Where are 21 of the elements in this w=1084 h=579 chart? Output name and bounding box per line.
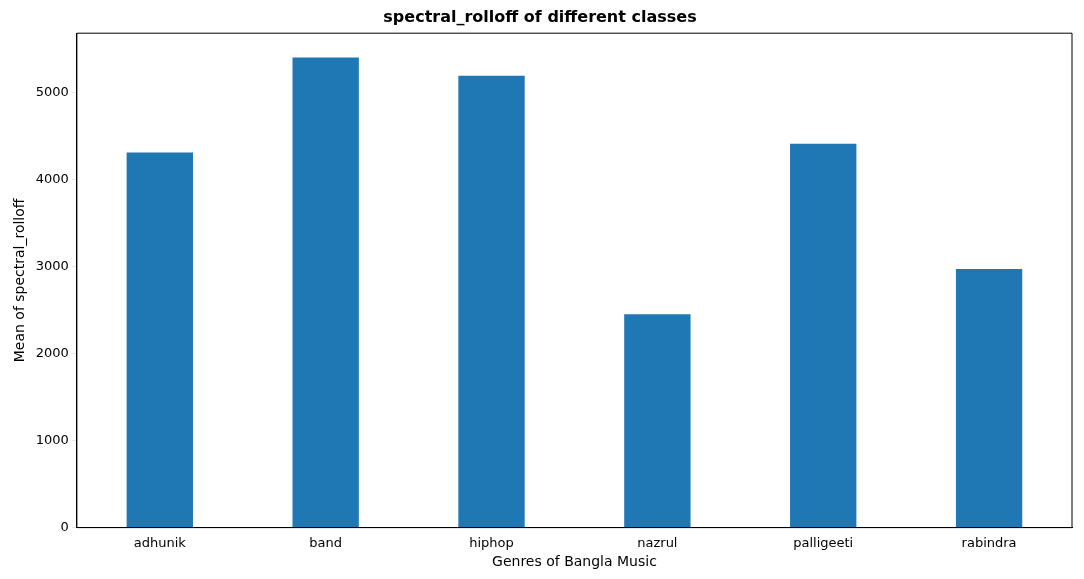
x-tick-label: rabindra bbox=[961, 534, 1017, 550]
chart-title: spectral_rolloff of different classes bbox=[383, 6, 697, 26]
x-tick-label: hiphop bbox=[469, 534, 514, 550]
x-axis-title: Genres of Bangla Music bbox=[492, 553, 657, 570]
y-tick-label: 4000 bbox=[35, 170, 69, 186]
bar bbox=[955, 269, 1023, 528]
y-axis-title: Mean of spectral_rolloff bbox=[11, 198, 28, 363]
y-tick-label: 2000 bbox=[35, 344, 69, 360]
y-tick-label: 1000 bbox=[35, 431, 69, 447]
y-tick-label: 3000 bbox=[35, 257, 69, 273]
bar bbox=[624, 314, 691, 528]
x-tick-label: adhunik bbox=[133, 534, 187, 550]
x-tick-label: palligeeti bbox=[793, 534, 854, 550]
bar bbox=[292, 57, 359, 528]
y-tick-label: 0 bbox=[60, 518, 69, 534]
bar bbox=[126, 152, 193, 528]
bar bbox=[458, 75, 525, 528]
x-tick-label: band bbox=[309, 534, 343, 550]
x-tick-label: nazrul bbox=[637, 534, 678, 550]
y-tick-label: 5000 bbox=[35, 83, 69, 99]
bar bbox=[790, 143, 857, 528]
